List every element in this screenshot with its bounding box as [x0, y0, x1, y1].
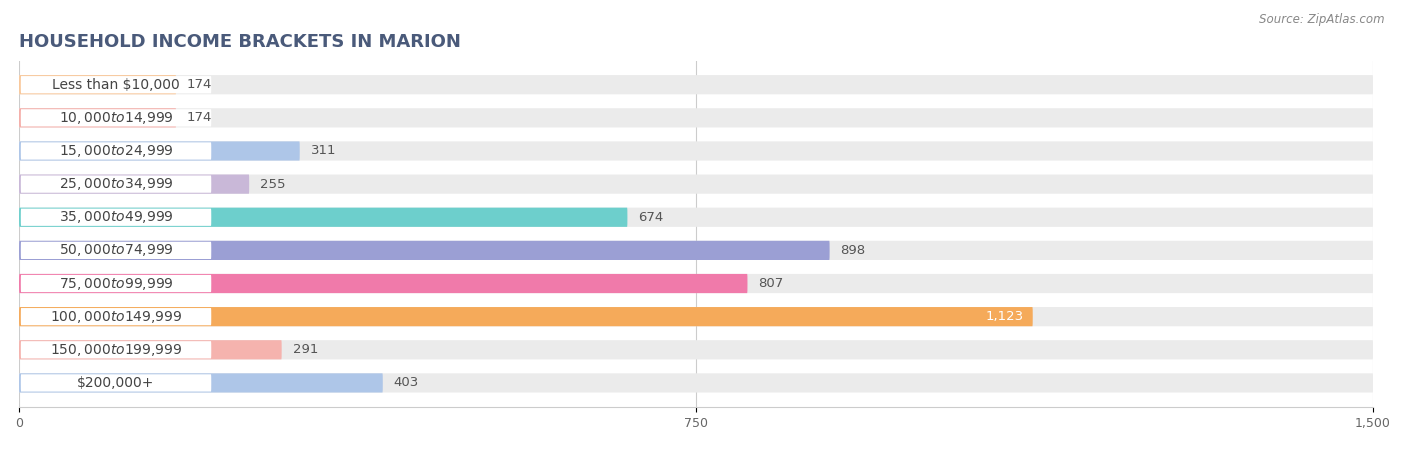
Text: $100,000 to $149,999: $100,000 to $149,999 — [49, 308, 183, 325]
FancyBboxPatch shape — [21, 76, 211, 93]
FancyBboxPatch shape — [20, 307, 1374, 326]
FancyBboxPatch shape — [20, 108, 1374, 128]
Text: 1,123: 1,123 — [986, 310, 1024, 323]
FancyBboxPatch shape — [20, 307, 1033, 326]
FancyBboxPatch shape — [21, 242, 211, 259]
FancyBboxPatch shape — [20, 373, 382, 392]
FancyBboxPatch shape — [20, 274, 1374, 293]
Text: Less than $10,000: Less than $10,000 — [52, 78, 180, 92]
FancyBboxPatch shape — [20, 340, 1374, 359]
FancyBboxPatch shape — [20, 75, 176, 94]
Text: $15,000 to $24,999: $15,000 to $24,999 — [59, 143, 173, 159]
FancyBboxPatch shape — [20, 340, 281, 359]
FancyBboxPatch shape — [20, 373, 1374, 392]
FancyBboxPatch shape — [21, 374, 211, 392]
FancyBboxPatch shape — [21, 308, 211, 325]
FancyBboxPatch shape — [21, 341, 211, 358]
Text: $25,000 to $34,999: $25,000 to $34,999 — [59, 176, 173, 192]
FancyBboxPatch shape — [20, 241, 830, 260]
Text: 291: 291 — [292, 343, 318, 357]
FancyBboxPatch shape — [20, 75, 1374, 94]
Text: 174: 174 — [187, 111, 212, 124]
FancyBboxPatch shape — [20, 108, 176, 128]
FancyBboxPatch shape — [21, 109, 211, 127]
Text: $75,000 to $99,999: $75,000 to $99,999 — [59, 276, 173, 291]
Text: 403: 403 — [394, 376, 419, 389]
FancyBboxPatch shape — [20, 207, 1374, 227]
Text: 674: 674 — [638, 211, 664, 224]
FancyBboxPatch shape — [20, 241, 1374, 260]
Text: $50,000 to $74,999: $50,000 to $74,999 — [59, 242, 173, 258]
FancyBboxPatch shape — [20, 141, 299, 161]
FancyBboxPatch shape — [20, 141, 1374, 161]
Text: 174: 174 — [187, 78, 212, 91]
Text: 255: 255 — [260, 178, 285, 191]
Text: HOUSEHOLD INCOME BRACKETS IN MARION: HOUSEHOLD INCOME BRACKETS IN MARION — [20, 33, 461, 51]
Text: $10,000 to $14,999: $10,000 to $14,999 — [59, 110, 173, 126]
Text: $200,000+: $200,000+ — [77, 376, 155, 390]
Text: 898: 898 — [841, 244, 866, 257]
Text: Source: ZipAtlas.com: Source: ZipAtlas.com — [1260, 13, 1385, 26]
FancyBboxPatch shape — [20, 175, 1374, 194]
FancyBboxPatch shape — [20, 274, 748, 293]
Text: $150,000 to $199,999: $150,000 to $199,999 — [49, 342, 183, 358]
Text: 311: 311 — [311, 145, 336, 158]
FancyBboxPatch shape — [21, 209, 211, 226]
Text: $35,000 to $49,999: $35,000 to $49,999 — [59, 209, 173, 225]
FancyBboxPatch shape — [21, 176, 211, 193]
Text: 807: 807 — [758, 277, 783, 290]
FancyBboxPatch shape — [20, 207, 627, 227]
FancyBboxPatch shape — [21, 142, 211, 159]
FancyBboxPatch shape — [21, 275, 211, 292]
FancyBboxPatch shape — [20, 175, 249, 194]
